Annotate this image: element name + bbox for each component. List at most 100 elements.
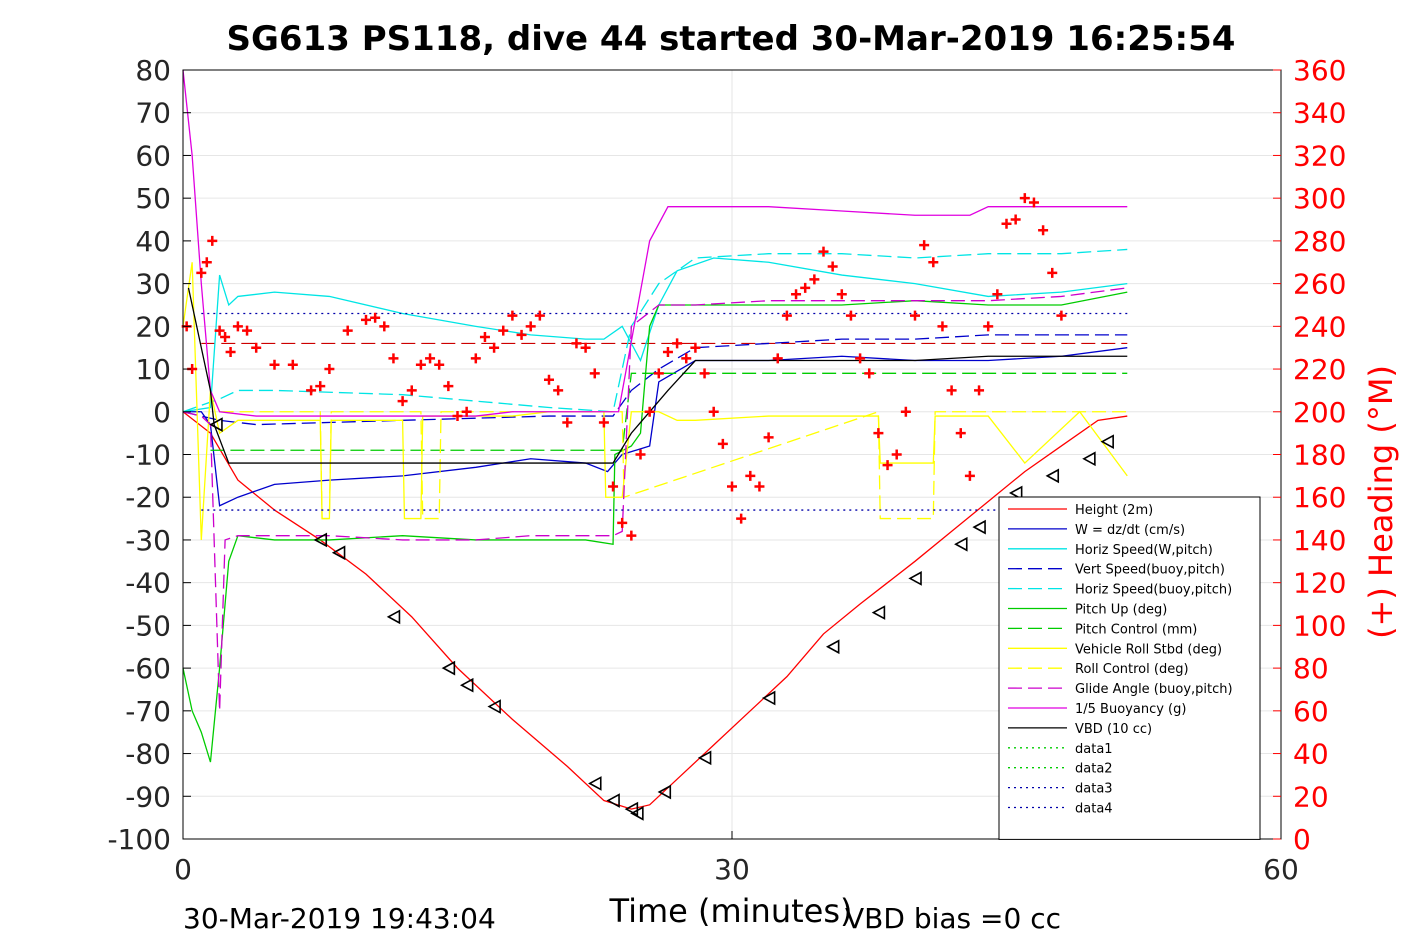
y-tick-label: 70 bbox=[135, 97, 171, 130]
y2-tick-label: 160 bbox=[1293, 481, 1346, 514]
y2-tick-label: 80 bbox=[1293, 652, 1329, 685]
series-line-6 bbox=[182, 291, 1128, 763]
y-tick-label: -80 bbox=[125, 738, 171, 771]
heading-point bbox=[928, 257, 939, 268]
heading-point bbox=[791, 289, 802, 300]
series-line-2 bbox=[183, 347, 1128, 507]
heading-point bbox=[818, 246, 829, 257]
heading-marks bbox=[182, 193, 1067, 541]
heading-point bbox=[827, 261, 838, 272]
dive-marker bbox=[1045, 468, 1060, 484]
vbd-bias-note: VBD bias =0 cc bbox=[845, 902, 1061, 935]
x-axis-label: Time (minutes) bbox=[609, 892, 853, 930]
plot-lines bbox=[182, 69, 1128, 810]
heading-point bbox=[242, 325, 253, 336]
heading-point bbox=[589, 368, 600, 379]
series-line-8 bbox=[182, 262, 1128, 540]
chart-title: SG613 PS118, dive 44 started 30-Mar-2019… bbox=[227, 19, 1236, 59]
legend-label: data4 bbox=[1075, 802, 1113, 817]
legend-label: Vehicle Roll Stbd (deg) bbox=[1075, 642, 1222, 657]
heading-point bbox=[708, 406, 719, 417]
heading-point bbox=[201, 257, 212, 268]
y2-tick-label: 60 bbox=[1293, 695, 1329, 728]
y2-tick-label: 340 bbox=[1293, 97, 1346, 130]
y2-tick-label: 280 bbox=[1293, 225, 1346, 258]
heading-point bbox=[452, 411, 463, 422]
heading-point bbox=[207, 235, 218, 246]
y2-tick-label: 360 bbox=[1293, 54, 1346, 87]
heading-point bbox=[1010, 214, 1021, 225]
legend-label: VBD (10 cc) bbox=[1075, 722, 1152, 737]
dive-marker bbox=[1008, 485, 1023, 501]
heading-point bbox=[809, 274, 820, 285]
dive-marker bbox=[386, 609, 401, 625]
heading-point bbox=[498, 325, 509, 336]
dive-marker bbox=[657, 784, 672, 800]
heading-point bbox=[489, 342, 500, 353]
legend-box bbox=[998, 496, 1261, 840]
heading-point bbox=[727, 481, 737, 492]
heading-point bbox=[470, 353, 481, 364]
y2-tick-label: 40 bbox=[1293, 738, 1329, 771]
heading-point bbox=[196, 267, 207, 278]
legend: Height (2m) W = dz/dt (cm/s) Horiz Speed(W… bbox=[998, 496, 1261, 840]
heading-point bbox=[992, 289, 1003, 300]
series-line-1 bbox=[182, 411, 1128, 810]
y-tick-label: 40 bbox=[135, 225, 171, 258]
y2-tick-label: 20 bbox=[1293, 780, 1329, 813]
heading-point bbox=[974, 385, 985, 396]
heading-point bbox=[736, 513, 747, 524]
dive-marker bbox=[441, 660, 456, 676]
series-line-4 bbox=[182, 334, 1128, 426]
y2-tick-label: 140 bbox=[1293, 524, 1346, 557]
heading-point bbox=[251, 342, 262, 353]
heading-point bbox=[717, 438, 728, 449]
legend-label: data2 bbox=[1075, 762, 1113, 777]
heading-point bbox=[1038, 225, 1049, 236]
y-tick-label: -70 bbox=[125, 695, 171, 728]
heading-point bbox=[370, 312, 381, 323]
y-tick-label: 30 bbox=[135, 268, 171, 301]
heading-point bbox=[681, 353, 692, 364]
heading-point bbox=[406, 385, 417, 396]
legend-label: Roll Control (deg) bbox=[1075, 662, 1189, 677]
heading-point bbox=[397, 396, 408, 407]
heading-point bbox=[534, 310, 545, 321]
heading-point bbox=[269, 359, 280, 370]
heading-point bbox=[479, 332, 490, 343]
heading-point bbox=[845, 310, 856, 321]
legend-label: Horiz Speed(W,pitch) bbox=[1075, 543, 1213, 558]
y2-tick-label: 300 bbox=[1293, 182, 1346, 215]
y2-tick-label: 240 bbox=[1293, 310, 1346, 343]
heading-point bbox=[315, 381, 326, 392]
legend-label: 1/5 Buoyancy (g) bbox=[1075, 702, 1186, 717]
heading-point bbox=[937, 321, 948, 332]
y2-tick-label: 0 bbox=[1293, 823, 1311, 856]
heading-point bbox=[306, 385, 317, 396]
dive-marker bbox=[825, 639, 840, 655]
dive-marker bbox=[630, 806, 644, 821]
heading-point bbox=[443, 381, 454, 392]
heading-point bbox=[580, 342, 591, 353]
heading-point bbox=[882, 460, 893, 471]
heading-point bbox=[662, 346, 673, 357]
dive-marker bbox=[331, 545, 346, 561]
heading-point bbox=[388, 353, 399, 364]
y-tick-label: 50 bbox=[135, 182, 171, 215]
y2-tick-label: 220 bbox=[1293, 353, 1346, 386]
x-tick-label: 60 bbox=[1263, 853, 1299, 886]
heading-point bbox=[983, 321, 994, 332]
y-tick-label: 80 bbox=[135, 54, 171, 87]
heading-point bbox=[379, 321, 390, 332]
heading-point bbox=[342, 325, 353, 336]
y2-tick-label: 260 bbox=[1293, 268, 1346, 301]
y-tick-label: 10 bbox=[135, 353, 171, 386]
heading-point bbox=[653, 368, 664, 379]
legend-label: data1 bbox=[1075, 742, 1113, 757]
heading-point bbox=[287, 359, 298, 370]
y2-tick-label: 120 bbox=[1293, 567, 1346, 600]
heading-point bbox=[461, 406, 472, 417]
y2-tick-label: 320 bbox=[1293, 139, 1346, 172]
heading-point bbox=[617, 517, 628, 528]
heading-point bbox=[964, 470, 975, 481]
